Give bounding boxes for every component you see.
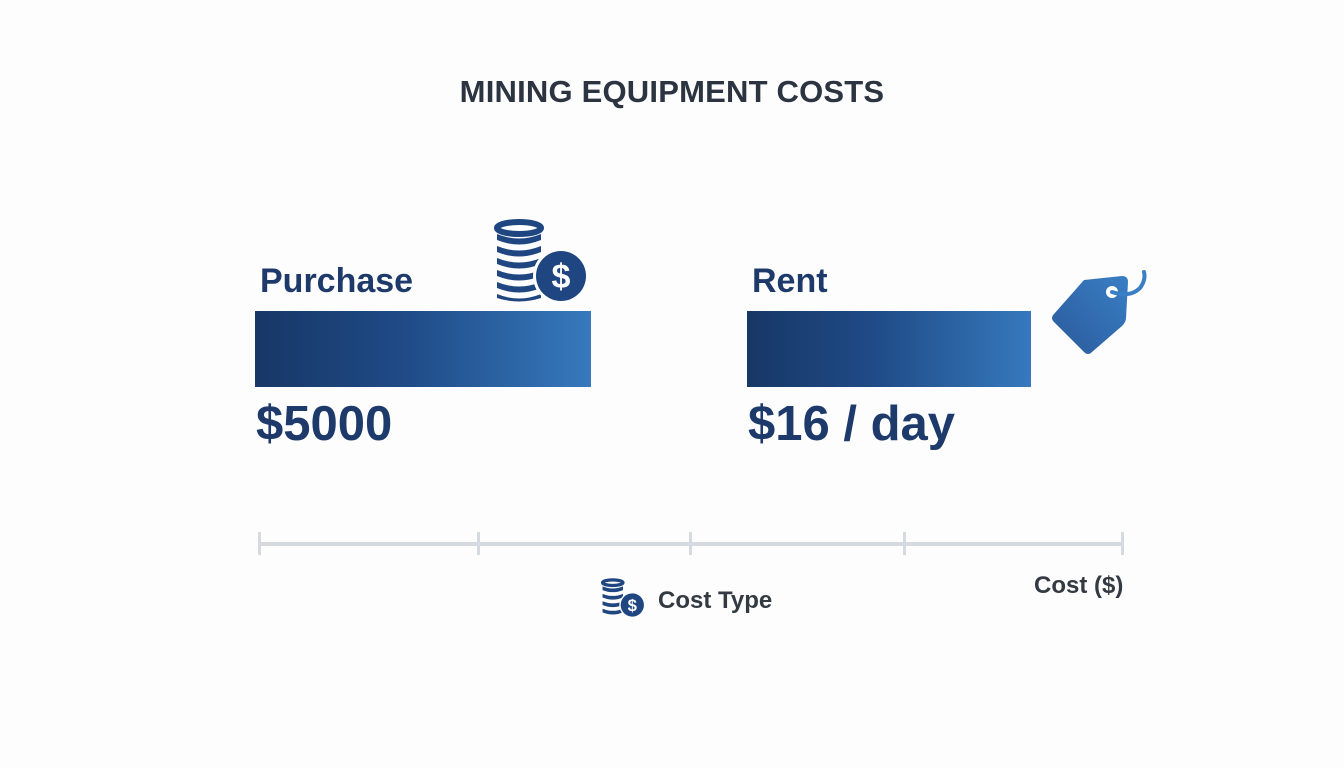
chart-title: MINING EQUIPMENT COSTS [459, 74, 885, 109]
chart-legend: $ Cost Type [600, 578, 772, 623]
axis-tick [903, 532, 906, 555]
rent-value: $16 / day [748, 397, 956, 451]
purchase-bar [255, 311, 591, 387]
axis-tick [258, 532, 261, 555]
x-axis-label: Cost ($) [1034, 572, 1124, 599]
rent-label: Rent [752, 262, 828, 300]
axis-tick [1121, 532, 1124, 555]
purchase-value: $5000 [256, 397, 393, 451]
rent-bar [747, 311, 1031, 387]
axis-tick [477, 532, 480, 555]
price-tag-icon [1048, 268, 1150, 361]
purchase-label: Purchase [260, 262, 414, 300]
coins-dollar-icon: $ [600, 578, 646, 623]
coins-dollar-icon: $ [493, 218, 589, 309]
svg-text:$: $ [628, 596, 638, 615]
axis-tick [689, 532, 692, 555]
svg-text:$: $ [552, 258, 571, 296]
legend-label: Cost Type [658, 586, 773, 614]
